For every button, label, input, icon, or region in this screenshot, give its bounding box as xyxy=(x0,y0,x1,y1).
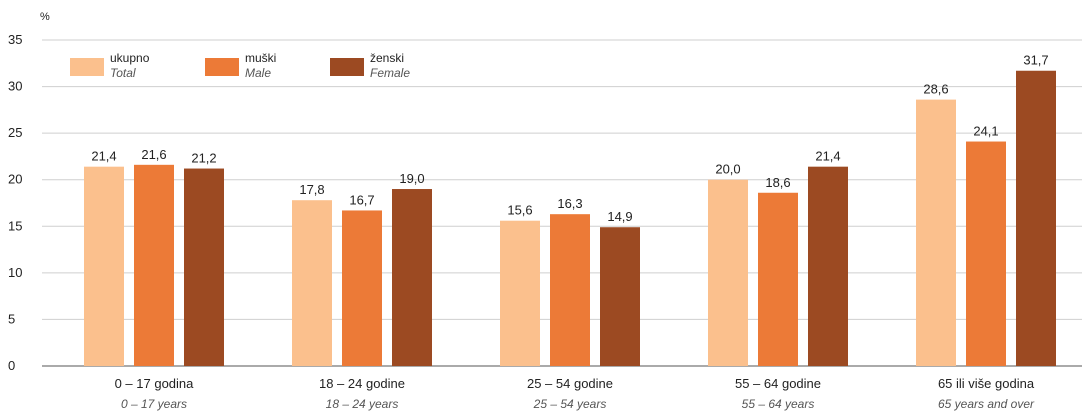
x-tick-sublabel: 55 – 64 years xyxy=(742,397,815,411)
data-label: 16,7 xyxy=(349,192,374,207)
bar xyxy=(708,179,748,366)
data-label: 31,7 xyxy=(1023,53,1048,68)
bar xyxy=(600,227,640,366)
x-tick-sublabel: 25 – 54 years xyxy=(533,397,607,411)
data-label: 15,6 xyxy=(507,203,532,218)
data-label: 14,9 xyxy=(607,209,632,224)
bar xyxy=(500,220,540,366)
legend-sublabel: Male xyxy=(245,66,271,80)
data-label: 21,4 xyxy=(815,149,840,164)
x-tick-sublabel: 0 – 17 years xyxy=(121,397,187,411)
bar xyxy=(84,166,124,366)
legend-swatch xyxy=(205,58,239,76)
bar xyxy=(966,141,1006,366)
legend-swatch xyxy=(330,58,364,76)
bar xyxy=(916,99,956,367)
bar xyxy=(550,214,590,366)
bar xyxy=(1016,70,1056,366)
data-label: 20,0 xyxy=(715,162,740,177)
bar xyxy=(292,200,332,366)
bar xyxy=(758,192,798,366)
legend-sublabel: Total xyxy=(110,66,136,80)
data-label: 28,6 xyxy=(923,82,948,97)
x-tick-sublabel: 65 years and over xyxy=(938,397,1035,411)
bars xyxy=(84,70,1056,367)
legend-label: ženski xyxy=(370,51,404,65)
x-tick-label: 0 – 17 godina xyxy=(115,376,195,391)
x-axis-labels: 0 – 17 godina 0 – 17 years 18 – 24 godine 1… xyxy=(115,376,1035,411)
legend-sublabel: Female xyxy=(370,66,410,80)
value-labels: 21,4 21,6 21,2 17,8 16,7 19,0 15,6 16,3 14,9 20,0… xyxy=(91,53,1048,224)
data-label: 21,4 xyxy=(91,149,116,164)
y-tick-label: 5 xyxy=(8,311,15,326)
y-tick-label: 10 xyxy=(8,265,22,280)
bar xyxy=(184,168,224,366)
data-label: 16,3 xyxy=(557,196,582,211)
legend-label: ukupno xyxy=(110,51,150,65)
legend-swatch xyxy=(70,58,104,76)
bar xyxy=(134,164,174,366)
y-tick-label: 35 xyxy=(8,32,22,47)
bar xyxy=(342,210,382,366)
data-label: 18,6 xyxy=(765,175,790,190)
data-label: 19,0 xyxy=(399,171,424,186)
data-label: 21,2 xyxy=(191,151,216,166)
bar xyxy=(808,166,848,366)
x-tick-label: 18 – 24 godine xyxy=(319,376,405,391)
data-label: 17,8 xyxy=(299,182,324,197)
y-tick-label: 15 xyxy=(8,218,22,233)
x-tick-sublabel: 18 – 24 years xyxy=(326,397,399,411)
y-tick-label: 25 xyxy=(8,125,22,140)
y-axis-unit: % xyxy=(40,11,50,23)
y-tick-label: 0 xyxy=(8,358,15,373)
bar xyxy=(392,189,432,366)
x-tick-label: 55 – 64 godine xyxy=(735,376,821,391)
data-label: 24,1 xyxy=(973,124,998,139)
y-axis-ticks: 0 5 10 15 20 25 30 35 xyxy=(8,32,22,373)
x-tick-label: 25 – 54 godine xyxy=(527,376,613,391)
y-tick-label: 20 xyxy=(8,172,22,187)
y-tick-label: 30 xyxy=(8,79,22,94)
data-label: 21,6 xyxy=(141,147,166,162)
legend-label: muški xyxy=(245,51,276,65)
x-tick-label: 65 ili više godina xyxy=(938,376,1035,391)
